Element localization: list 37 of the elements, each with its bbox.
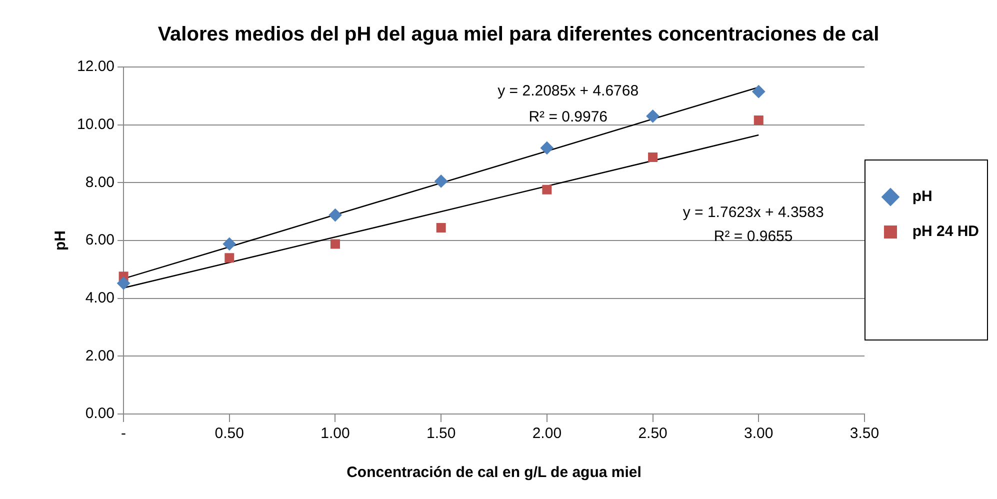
point <box>224 253 234 263</box>
x-tick-label: 1.50 <box>426 425 456 442</box>
annotation: R² = 0.9976 <box>528 108 608 126</box>
x-tick-label: 3.00 <box>744 425 774 442</box>
point <box>540 141 554 154</box>
x-tick-label: 2.50 <box>638 425 668 442</box>
y-tick-label: 8.00 <box>85 174 115 191</box>
point <box>648 152 658 162</box>
point <box>117 276 130 290</box>
x-tick-label: 0.50 <box>214 425 244 442</box>
y-tick-label: 0.00 <box>85 405 115 422</box>
annotation: y = 1.7623x + 4.3583 <box>682 204 824 221</box>
point <box>754 115 764 125</box>
point <box>434 174 448 188</box>
point <box>542 184 552 194</box>
y-tick-label: 4.00 <box>85 289 115 306</box>
point <box>436 223 446 233</box>
point <box>222 237 236 250</box>
legend-label: pH 24 HD <box>904 223 980 240</box>
y-tick-label: 6.00 <box>85 232 115 249</box>
y-axis-title: pH <box>52 230 70 250</box>
y-tick-label: 12.00 <box>76 58 115 76</box>
point <box>646 110 660 123</box>
annotation: R² = 0.9655 <box>714 228 793 246</box>
y-tick-label: 2.00 <box>85 347 115 364</box>
x-axis-title: Concentración de cal en g/L de agua miel <box>346 464 642 482</box>
x-tick-label: 3.50 <box>850 425 880 442</box>
point <box>330 239 340 249</box>
x-tick-label: - <box>121 425 126 442</box>
y-tick-label: 10.00 <box>76 116 115 133</box>
point <box>752 85 766 98</box>
chart-title: Valores medios del pH del agua miel para diferentes concentraciones de cal <box>158 24 880 46</box>
point <box>328 208 342 222</box>
annotation: y = 2.2085x + 4.6768 <box>498 82 639 100</box>
x-tick-label: 1.00 <box>320 425 350 442</box>
x-tick-label: 2.00 <box>532 425 562 442</box>
legend-label: pH <box>904 188 932 206</box>
